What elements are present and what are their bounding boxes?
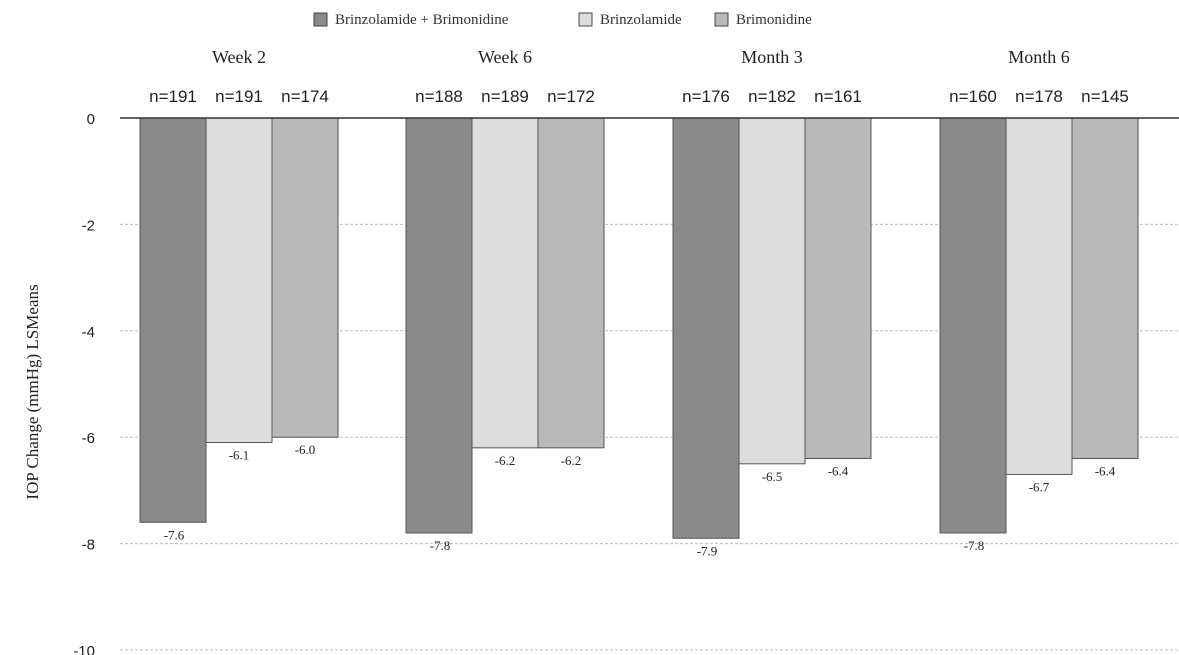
data-label: -7.8 (964, 538, 985, 553)
n-label: n=189 (481, 87, 529, 106)
bar (139, 117, 207, 523)
data-label: -7.6 (164, 527, 185, 542)
legend-label: Brinzolamide + Brimonidine (335, 12, 509, 28)
n-label: n=161 (814, 87, 862, 106)
data-label: -6.2 (495, 453, 516, 468)
group-label: Week 2 (212, 47, 266, 67)
bar (672, 117, 740, 539)
n-label: n=176 (682, 87, 730, 106)
group-label: Month 3 (741, 47, 803, 67)
bar (271, 117, 339, 438)
data-label: -6.0 (295, 442, 316, 457)
bar (1071, 117, 1139, 459)
bar (804, 117, 872, 459)
y-tick-label: -10 (73, 643, 95, 655)
y-tick-label: -6 (82, 430, 95, 447)
n-label: n=174 (281, 87, 329, 106)
data-label: -6.7 (1029, 479, 1050, 494)
bar (405, 117, 473, 534)
y-axis: 0 -2 -4 -6 -8 -10 IOP Change (mmHg) LSMeans (23, 111, 1179, 655)
y-tick-label: -8 (82, 537, 95, 554)
bar (205, 117, 273, 444)
data-label: -6.4 (828, 463, 849, 478)
bars (139, 117, 1139, 539)
n-label: n=182 (748, 87, 796, 106)
bar (1005, 117, 1073, 475)
group-label: Week 6 (478, 47, 532, 67)
data-label: -6.1 (229, 448, 250, 463)
data-label: -6.4 (1095, 463, 1116, 478)
bar (738, 117, 806, 465)
legend-swatch (313, 12, 328, 27)
n-label: n=178 (1015, 87, 1063, 106)
n-label: n=145 (1081, 87, 1129, 106)
bar (471, 117, 539, 449)
y-tick-label: -4 (82, 324, 95, 341)
legend-label: Brinzolamide (600, 12, 682, 28)
y-axis-label: IOP Change (mmHg) LSMeans (23, 284, 42, 499)
legend-swatch (578, 12, 593, 27)
bar (939, 117, 1007, 534)
legend: Brinzolamide + Brimonidine Brinzolamide Br… (313, 12, 812, 28)
labels: Week 2 n=191 -7.6 n=191 -6.1 n=174 -6.0 Week 6 n… (149, 47, 1129, 558)
bar (537, 117, 605, 449)
y-tick-label: -2 (82, 217, 95, 234)
data-label: -6.5 (762, 469, 783, 484)
data-label: -7.9 (697, 543, 718, 558)
y-tick-label: 0 (87, 111, 95, 128)
n-label: n=172 (547, 87, 595, 106)
legend-swatch (714, 12, 729, 27)
data-label: -6.2 (561, 453, 582, 468)
n-label: n=160 (949, 87, 997, 106)
data-label: -7.8 (430, 538, 451, 553)
group-label: Month 6 (1008, 47, 1070, 67)
n-label: n=191 (149, 87, 197, 106)
n-label: n=188 (415, 87, 463, 106)
n-label: n=191 (215, 87, 263, 106)
legend-label: Brimonidine (736, 12, 812, 28)
